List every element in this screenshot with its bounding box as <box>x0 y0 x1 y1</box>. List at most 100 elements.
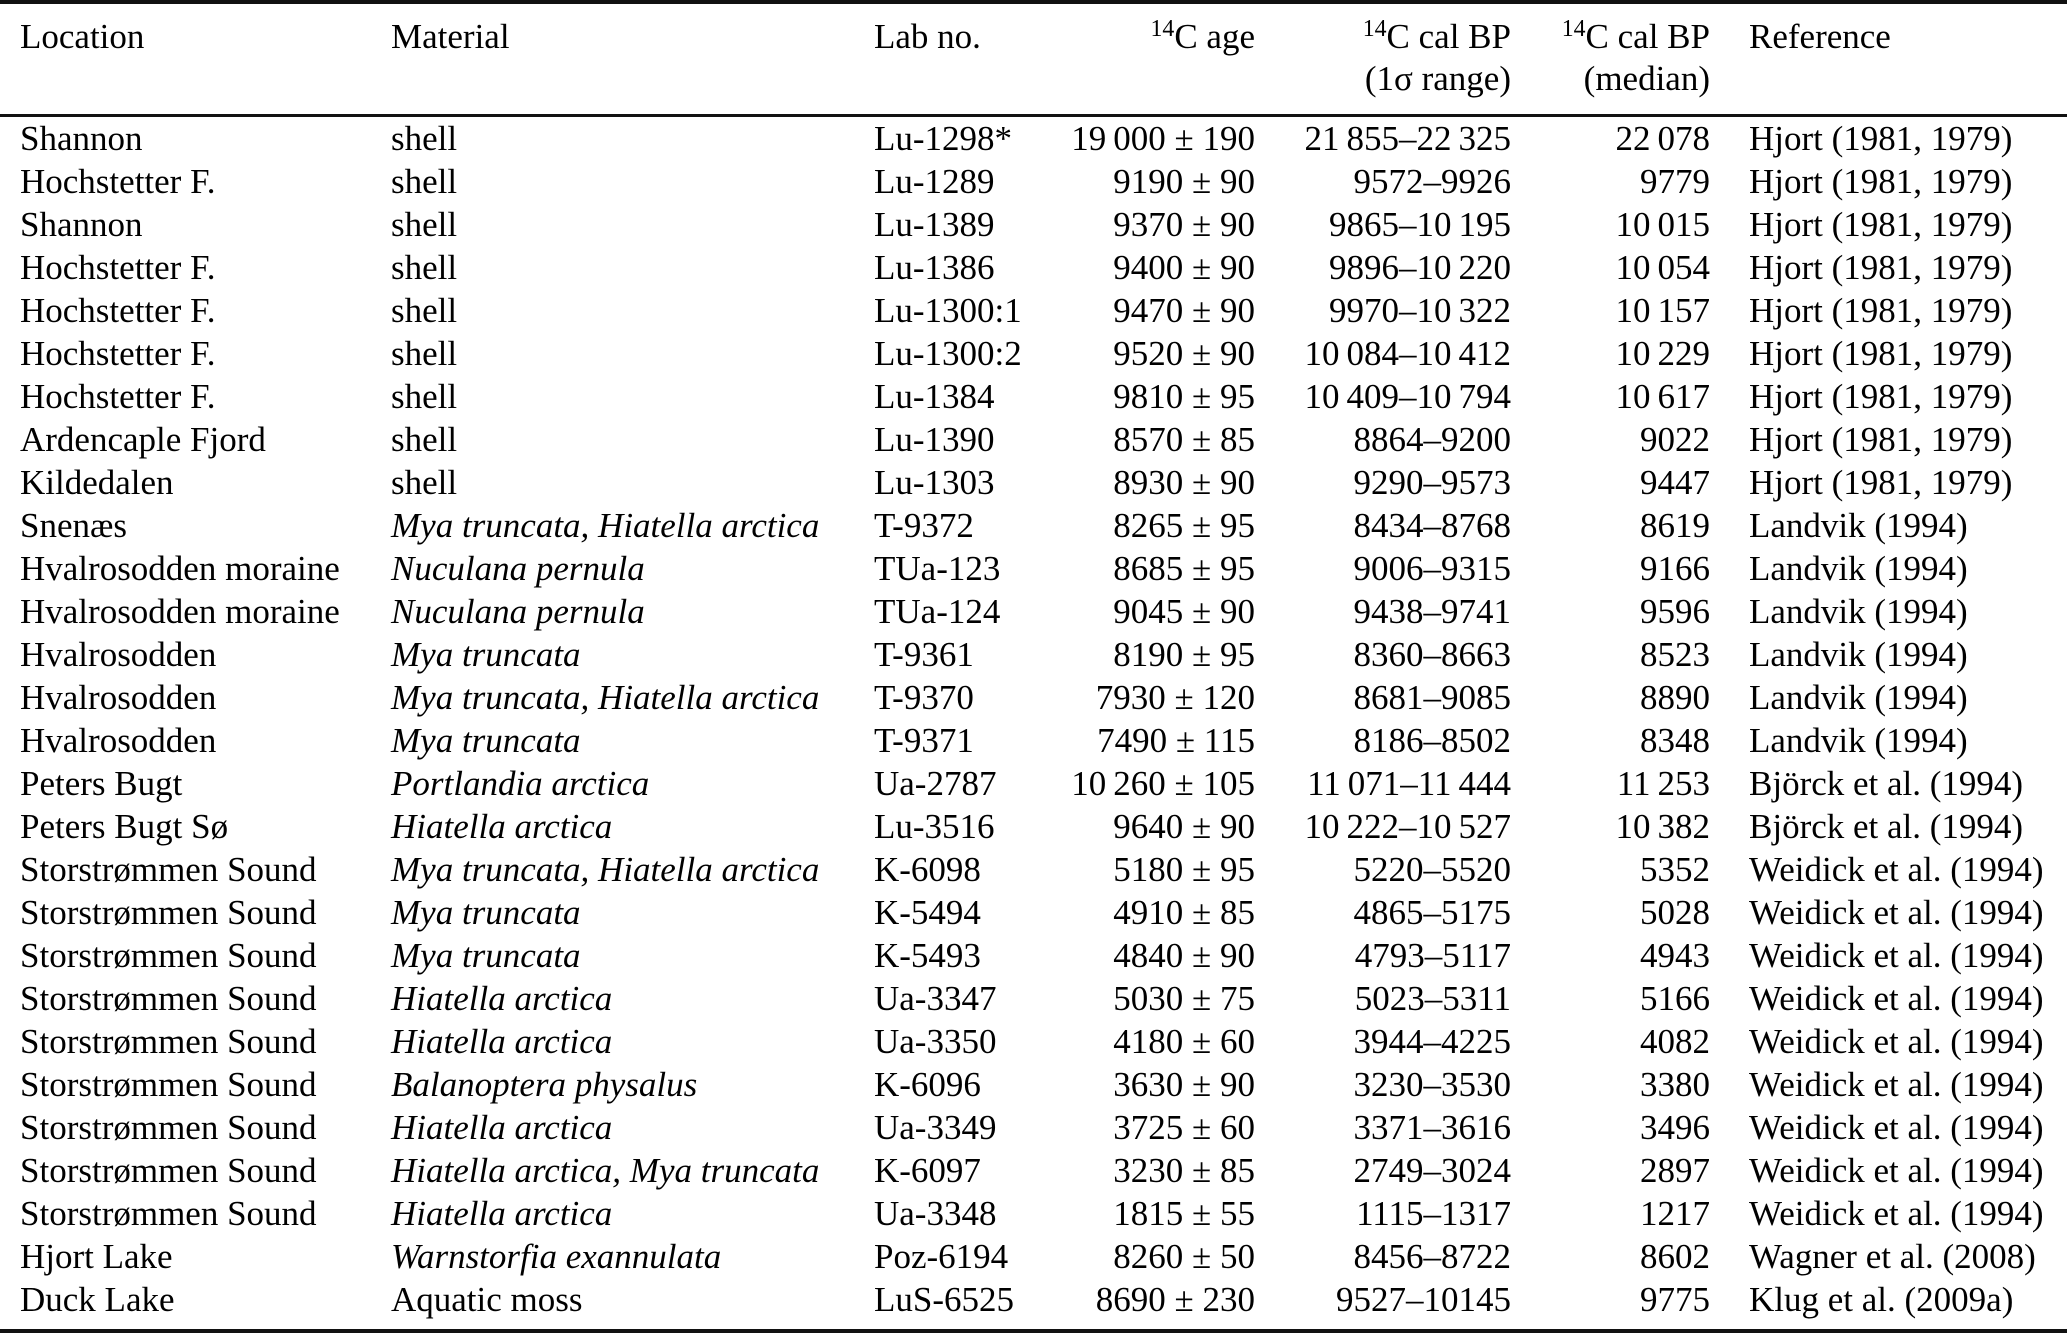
cell-lab-no: K-5494 <box>874 893 981 932</box>
cell-reference: Björck et al. (1994) <box>1749 807 2024 846</box>
cell-lab-no: Lu-1303 <box>874 463 995 502</box>
cell-material: Mya truncata <box>391 936 581 975</box>
cell-c14-age: 9520 ± 90 <box>1113 334 1255 373</box>
table-top-rule <box>0 0 2067 4</box>
cell-lab-no: Ua-3349 <box>874 1108 997 1147</box>
table-row: Storstrømmen Sound Mya truncata K-5493 4840… <box>0 934 2067 977</box>
cell-cal-bp-median: 8890 <box>1640 678 1710 717</box>
cell-cal-bp-median: 8523 <box>1640 635 1710 674</box>
cell-cal-bp-range: 8360–8663 <box>1353 635 1512 674</box>
cell-material: shell <box>391 248 458 287</box>
cell-reference: Weidick et al. (1994) <box>1749 936 2044 975</box>
cell-reference: Landvik (1994) <box>1749 506 1968 545</box>
cell-cal-bp-median: 9166 <box>1640 549 1710 588</box>
cell-material: shell <box>391 291 458 330</box>
cell-cal-bp-range: 8681–9085 <box>1353 678 1512 717</box>
col-header-location: Location <box>0 4 391 117</box>
cell-cal-bp-range: 5220–5520 <box>1353 850 1512 889</box>
cell-lab-no: TUa-123 <box>874 549 1001 588</box>
cell-material: Aquatic moss <box>391 1280 583 1319</box>
cell-reference: Weidick et al. (1994) <box>1749 1022 2044 1061</box>
cell-reference: Weidick et al. (1994) <box>1749 850 2044 889</box>
table-row: Storstrømmen Sound Hiatella arctica Ua-334… <box>0 1106 2067 1149</box>
table-row: Peters Bugt Portlandia arctica Ua-2787 10 2… <box>0 762 2067 805</box>
cell-cal-bp-range: 9896–10 220 <box>1328 248 1511 287</box>
cell-cal-bp-range: 9438–9741 <box>1353 592 1512 631</box>
cell-lab-no: Lu-1384 <box>874 377 995 416</box>
cell-location: Hvalrosodden <box>20 635 217 674</box>
cell-location: Hvalrosodden moraine <box>20 592 340 631</box>
cell-c14-age: 4910 ± 85 <box>1113 893 1255 932</box>
header-row: Location Material Lab no. 14C age 14C ca… <box>0 4 2067 117</box>
cell-lab-no: Lu-1389 <box>874 205 995 244</box>
cell-reference: Landvik (1994) <box>1749 635 1968 674</box>
data-table: Location Material Lab no. 14C age 14C ca… <box>0 4 2067 1321</box>
cell-material: shell <box>391 463 458 502</box>
table-row: Peters Bugt Sø Hiatella arctica Lu-3516 964… <box>0 805 2067 848</box>
cell-lab-no: Lu-1298* <box>874 119 1013 158</box>
table-row: Hvalrosodden moraine Nuculana pernula TUa-… <box>0 547 2067 590</box>
superscript-14: 14 <box>1150 15 1175 42</box>
cell-cal-bp-median: 5352 <box>1640 850 1710 889</box>
cell-c14-age: 8265 ± 95 <box>1113 506 1255 545</box>
cell-location: Storstrømmen Sound <box>20 979 317 1018</box>
cell-cal-bp-median: 9447 <box>1640 463 1710 502</box>
cell-cal-bp-range: 3371–3616 <box>1353 1108 1512 1147</box>
cell-cal-bp-range: 8434–8768 <box>1353 506 1512 545</box>
cell-location: Storstrømmen Sound <box>20 936 317 975</box>
table-row: Duck Lake Aquatic moss LuS-6525 8690 ± 230 9… <box>0 1278 2067 1321</box>
cell-reference: Weidick et al. (1994) <box>1749 1108 2044 1147</box>
cell-lab-no: K-6097 <box>874 1151 981 1190</box>
table-row: Hochstetter F. shell Lu-1300:1 9470 ± 90 997… <box>0 289 2067 332</box>
cell-c14-age: 8685 ± 95 <box>1113 549 1255 588</box>
cell-material: Nuculana pernula <box>391 592 645 631</box>
cell-c14-age: 10 260 ± 105 <box>1071 764 1255 803</box>
cell-material: shell <box>391 334 458 373</box>
cell-cal-bp-range: 2749–3024 <box>1353 1151 1512 1190</box>
cell-cal-bp-median: 22 078 <box>1615 119 1710 158</box>
cell-lab-no: T-9371 <box>874 721 974 760</box>
cell-cal-bp-range: 9290–9573 <box>1353 463 1512 502</box>
cell-reference: Hjort (1981, 1979) <box>1749 119 2013 158</box>
cell-cal-bp-range: 10 409–10 794 <box>1304 377 1511 416</box>
cell-cal-bp-median: 10 157 <box>1615 291 1710 330</box>
cell-c14-age: 3725 ± 60 <box>1113 1108 1255 1147</box>
cell-location: Ardencaple Fjord <box>20 420 266 459</box>
table-row: Shannon shell Lu-1298* 19 000 ± 190 21 855–2… <box>0 116 2067 161</box>
cell-location: Storstrømmen Sound <box>20 893 317 932</box>
col-header-material: Material <box>391 4 874 117</box>
table-row: Snenæs Mya truncata, Hiatella arctica T-93… <box>0 504 2067 547</box>
cell-c14-age: 1815 ± 55 <box>1113 1194 1255 1233</box>
cell-cal-bp-range: 9865–10 195 <box>1328 205 1511 244</box>
cell-material: shell <box>391 205 458 244</box>
cell-location: Hjort Lake <box>20 1237 173 1276</box>
cell-reference: Hjort (1981, 1979) <box>1749 334 2013 373</box>
cell-cal-bp-median: 10 229 <box>1615 334 1710 373</box>
cell-location: Peters Bugt <box>20 764 183 803</box>
cell-material: Mya truncata, Hiatella arctica <box>391 850 820 889</box>
cell-material: Balanoptera physalus <box>391 1065 698 1104</box>
cell-location: Hochstetter F. <box>20 291 216 330</box>
cell-cal-bp-median: 9775 <box>1640 1280 1710 1319</box>
cell-material: Hiatella arctica <box>391 1022 613 1061</box>
cell-lab-no: K-6096 <box>874 1065 981 1104</box>
cell-cal-bp-median: 8348 <box>1640 721 1710 760</box>
cell-reference: Hjort (1981, 1979) <box>1749 463 2013 502</box>
cell-cal-bp-median: 8602 <box>1640 1237 1710 1276</box>
cell-reference: Hjort (1981, 1979) <box>1749 420 2013 459</box>
cell-lab-no: Lu-1300:2 <box>874 334 1022 373</box>
cell-cal-bp-median: 11 253 <box>1616 764 1710 803</box>
cell-c14-age: 3630 ± 90 <box>1113 1065 1255 1104</box>
cell-cal-bp-range: 8864–9200 <box>1353 420 1512 459</box>
cell-cal-bp-range: 9572–9926 <box>1353 162 1512 201</box>
cell-location: Peters Bugt Sø <box>20 807 229 846</box>
cell-cal-bp-median: 4943 <box>1640 936 1710 975</box>
cell-c14-age: 9470 ± 90 <box>1113 291 1255 330</box>
col-header-c14-cal-bp-range: 14C cal BP (1σ range) <box>1255 4 1511 117</box>
cell-location: Hochstetter F. <box>20 162 216 201</box>
cell-location: Shannon <box>20 205 143 244</box>
cell-reference: Wagner et al. (2008) <box>1749 1237 2036 1276</box>
cell-cal-bp-range: 10 084–10 412 <box>1304 334 1511 373</box>
col-header-c14-cal-bp-median: 14C cal BP (median) <box>1511 4 1710 117</box>
cell-cal-bp-median: 5028 <box>1640 893 1710 932</box>
